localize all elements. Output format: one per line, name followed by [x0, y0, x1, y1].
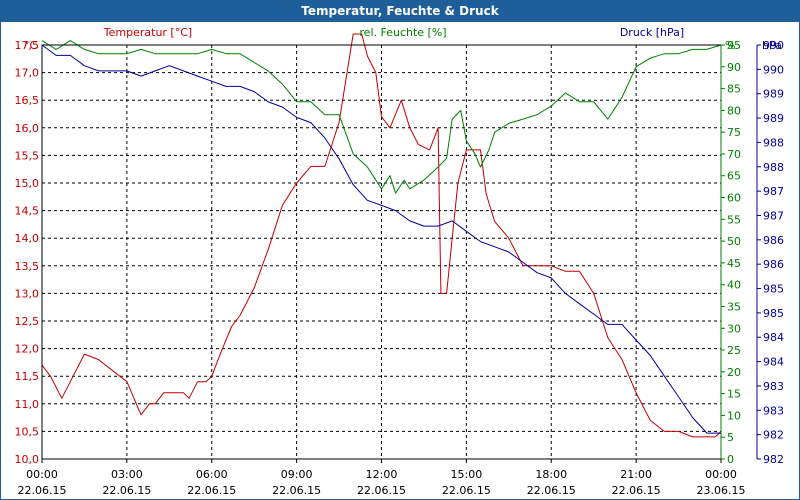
x-tick-time: 18:00 — [535, 468, 567, 481]
pressure-tick-label: 983 — [763, 404, 784, 417]
temp-tick-label: 16,5 — [15, 94, 40, 107]
humidity-tick-label: 20 — [727, 366, 741, 379]
humidity-tick-label: 70 — [727, 148, 741, 161]
pressure-tick-label: 986 — [763, 258, 784, 271]
pressure-tick-label: 986 — [763, 234, 784, 247]
x-tick-date: 22.06.15 — [272, 484, 321, 497]
x-tick-date: 22.06.15 — [442, 484, 491, 497]
humidity-tick-label: 85 — [727, 83, 741, 96]
x-tick-time: 12:00 — [366, 468, 398, 481]
axes-layer — [41, 44, 761, 463]
series-name-label: Druck [hPa] — [620, 26, 684, 39]
x-tick-date: 22.06.15 — [187, 484, 236, 497]
humidity-tick-label: 45 — [727, 257, 741, 270]
pressure-tick-label: 990 — [763, 63, 784, 76]
pressure-tick-label: 985 — [763, 307, 784, 320]
x-tick-date: 22.06.15 — [612, 484, 661, 497]
humidity-tick-label: 50 — [727, 235, 741, 248]
pressure-tick-label: 989 — [763, 88, 784, 101]
labels-layer: 10,0 10,5 11,0 11,5 12,0 12,5 13,0 13,5 14,0 14,5… — [15, 26, 785, 497]
chart-title: Temperatur, Feuchte & Druck — [0, 0, 800, 22]
humidity-line — [41, 40, 722, 194]
humidity-tick-label: 10 — [727, 409, 741, 422]
temp-tick-label: 13,5 — [15, 260, 40, 273]
temp-tick-label: 11,5 — [15, 370, 40, 383]
humidity-tick-label: 30 — [727, 322, 741, 335]
humidity-unit-label: % — [725, 39, 735, 52]
humidity-tick-label: 95 — [727, 39, 741, 52]
x-tick-date: 22.06.15 — [18, 484, 67, 497]
temp-tick-label: 14,0 — [15, 232, 40, 245]
grid-lines — [42, 45, 721, 459]
humidity-tick-label: 75 — [727, 126, 741, 139]
x-tick-date: 22.06.15 — [527, 484, 576, 497]
series-layer — [41, 33, 722, 438]
pressure-tick-label: 984 — [763, 356, 784, 369]
x-tick-date: 23.06.15 — [697, 484, 746, 497]
temp-tick-label: 14,5 — [15, 205, 40, 218]
x-tick-time: 15:00 — [451, 468, 483, 481]
x-tick-time: 21:00 — [620, 468, 652, 481]
temperature-line — [41, 33, 722, 438]
x-tick-date: 22.06.15 — [357, 484, 406, 497]
pressure-tick-label: 989 — [763, 112, 784, 125]
humidity-tick-label: 40 — [727, 279, 741, 292]
pressure-tick-label: 990 — [763, 39, 784, 52]
temp-tick-label: 15,0 — [15, 177, 40, 190]
pressure-tick-label: 988 — [763, 136, 784, 149]
humidity-tick-label: 0 — [727, 453, 734, 466]
humidity-tick-label: 90 — [727, 61, 741, 74]
temp-tick-label: 15,5 — [15, 149, 40, 162]
humidity-tick-label: 15 — [727, 388, 741, 401]
humidity-tick-label: 65 — [727, 170, 741, 183]
humidity-tick-label: 35 — [727, 300, 741, 313]
pressure-tick-label: 987 — [763, 209, 784, 222]
temp-tick-label: 10,5 — [15, 425, 40, 438]
x-tick-time: 03:00 — [111, 468, 143, 481]
humidity-tick-label: 25 — [727, 344, 741, 357]
pressure-line — [41, 44, 721, 434]
x-tick-time: 06:00 — [196, 468, 228, 481]
temp-tick-label: 12,0 — [15, 343, 40, 356]
x-tick-time: 00:00 — [705, 468, 737, 481]
pressure-tick-label: 982 — [763, 453, 784, 466]
x-tick-time: 09:00 — [281, 468, 313, 481]
temp-unit-label: °C — [24, 39, 38, 52]
pressure-unit-label: hPa — [762, 39, 782, 52]
pressure-tick-label: 987 — [763, 185, 784, 198]
humidity-tick-label: 80 — [727, 104, 741, 117]
pressure-tick-label: 985 — [763, 283, 784, 296]
x-tick-date: 22.06.15 — [102, 484, 151, 497]
temp-tick-label: 10,0 — [15, 453, 40, 466]
pressure-tick-label: 983 — [763, 380, 784, 393]
temp-tick-label: 17,5 — [15, 39, 40, 52]
humidity-tick-label: 5 — [727, 431, 734, 444]
pressure-tick-label: 982 — [763, 429, 784, 442]
series-name-label: rel. Feuchte [%] — [359, 26, 446, 39]
temp-tick-label: 16,0 — [15, 122, 40, 135]
x-tick-time: 00:00 — [26, 468, 58, 481]
temp-tick-label: 11,0 — [15, 398, 40, 411]
humidity-tick-label: 55 — [727, 213, 741, 226]
temp-tick-label: 13,0 — [15, 287, 40, 300]
series-name-label: Temperatur [°C] — [103, 26, 192, 39]
pressure-tick-label: 984 — [763, 331, 784, 344]
humidity-tick-label: 60 — [727, 192, 741, 205]
pressure-tick-label: 988 — [763, 161, 784, 174]
temp-tick-label: 17,0 — [15, 67, 40, 80]
temp-tick-label: 12,5 — [15, 315, 40, 328]
